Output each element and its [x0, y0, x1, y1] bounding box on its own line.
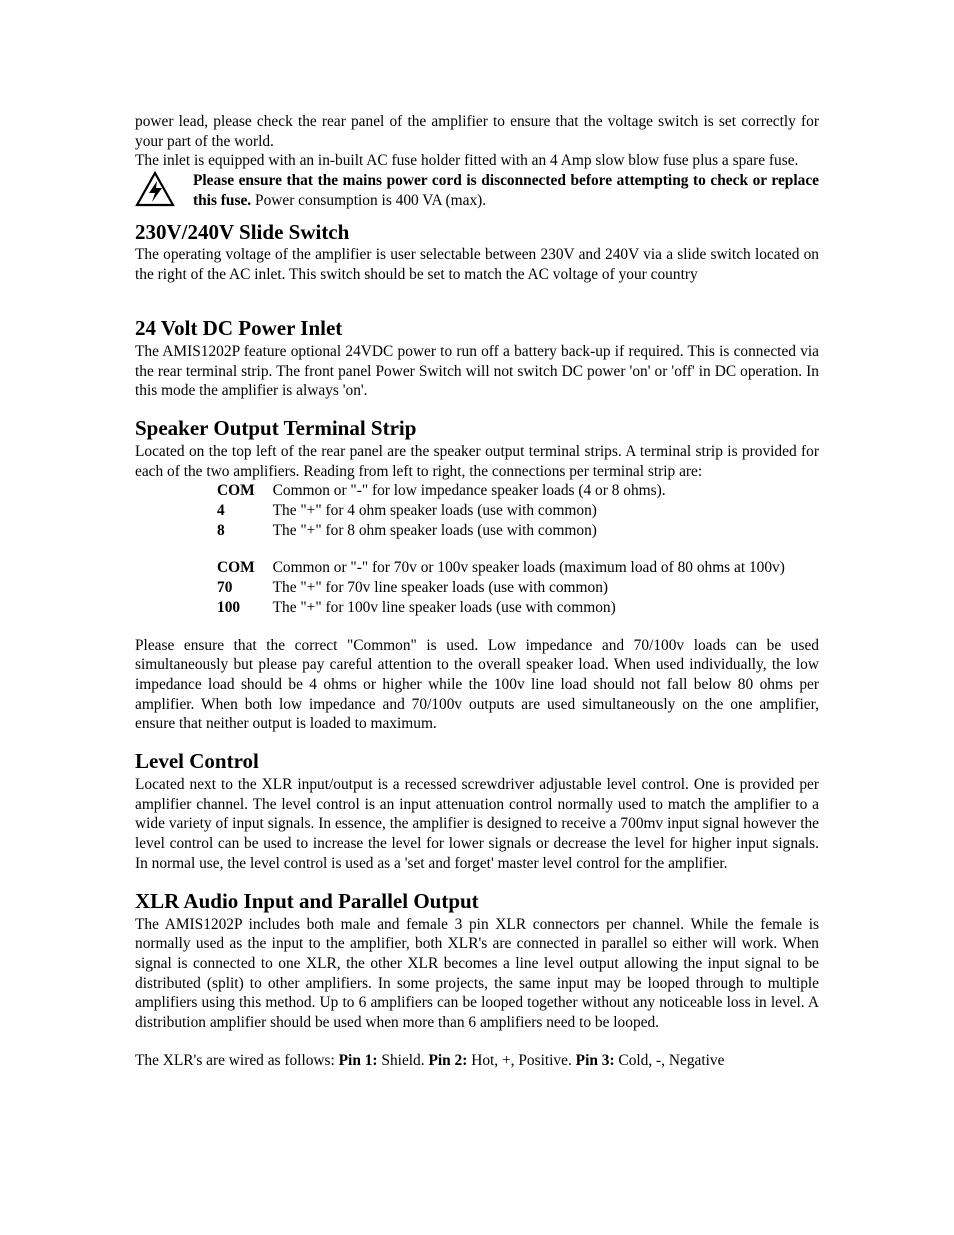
- pin-label: Pin 2:: [428, 1052, 467, 1069]
- warning-text: Please ensure that the mains power cord …: [193, 171, 819, 210]
- body-slide-switch: The operating voltage of the amplifier i…: [135, 245, 819, 284]
- intro-paragraph-1: power lead, please check the rear panel …: [135, 112, 819, 151]
- table-row: 8 The "+" for 8 ohm speaker loads (use w…: [217, 521, 666, 541]
- heading-dc-inlet: 24 Volt DC Power Inlet: [135, 315, 819, 342]
- pins-intro: The XLR's are wired as follows:: [135, 1052, 339, 1069]
- intro-paragraph-2: The inlet is equipped with an in-built A…: [135, 151, 819, 171]
- table-row: 70 The "+" for 70v line speaker loads (u…: [217, 578, 785, 598]
- terminal-desc: The "+" for 70v line speaker loads (use …: [273, 578, 785, 598]
- terminal-label: 4: [217, 501, 273, 521]
- table-row: COM Common or "-" for low impedance spea…: [217, 481, 666, 501]
- terminal-desc: Common or "-" for low impedance speaker …: [273, 481, 666, 501]
- heading-slide-switch: 230V/240V Slide Switch: [135, 219, 819, 246]
- terminal-desc: The "+" for 100v line speaker loads (use…: [273, 598, 785, 618]
- body-dc-inlet: The AMIS1202P feature optional 24VDC pow…: [135, 342, 819, 401]
- pin-label: Pin 1:: [339, 1052, 378, 1069]
- table-row: 100 The "+" for 100v line speaker loads …: [217, 598, 785, 618]
- terminal-desc: Common or "-" for 70v or 100v speaker lo…: [273, 558, 785, 578]
- body-xlr: The AMIS1202P includes both male and fem…: [135, 915, 819, 1033]
- pin-value: Shield.: [378, 1052, 429, 1069]
- terminal-label: COM: [217, 558, 273, 578]
- table-row: COM Common or "-" for 70v or 100v speake…: [217, 558, 785, 578]
- pin-value: Cold, -, Negative: [615, 1052, 725, 1069]
- terminal-label: 70: [217, 578, 273, 598]
- warning-rest: Power consumption is 400 VA (max).: [251, 192, 486, 209]
- warning-block: Please ensure that the mains power cord …: [135, 171, 819, 210]
- body-level-control: Located next to the XLR input/output is …: [135, 775, 819, 874]
- heading-xlr: XLR Audio Input and Parallel Output: [135, 888, 819, 915]
- terminal-label: 100: [217, 598, 273, 618]
- heading-terminal-strip: Speaker Output Terminal Strip: [135, 415, 819, 442]
- terminal-desc: The "+" for 8 ohm speaker loads (use wit…: [273, 521, 666, 541]
- terminal-label: 8: [217, 521, 273, 541]
- terminal-table-2: COM Common or "-" for 70v or 100v speake…: [217, 558, 785, 617]
- terminal-desc: The "+" for 4 ohm speaker loads (use wit…: [273, 501, 666, 521]
- pin-label: Pin 3:: [576, 1052, 615, 1069]
- xlr-pins-line: The XLR's are wired as follows: Pin 1: S…: [135, 1051, 819, 1071]
- table-row: 4 The "+" for 4 ohm speaker loads (use w…: [217, 501, 666, 521]
- heading-level-control: Level Control: [135, 748, 819, 775]
- terminal-label: COM: [217, 481, 273, 501]
- voltage-warning-icon: [135, 171, 175, 207]
- terminal-table-1: COM Common or "-" for low impedance spea…: [217, 481, 666, 540]
- body-terminal-after: Please ensure that the correct "Common" …: [135, 636, 819, 735]
- pin-value: Hot, +, Positive.: [467, 1052, 575, 1069]
- body-terminal-intro: Located on the top left of the rear pane…: [135, 442, 819, 481]
